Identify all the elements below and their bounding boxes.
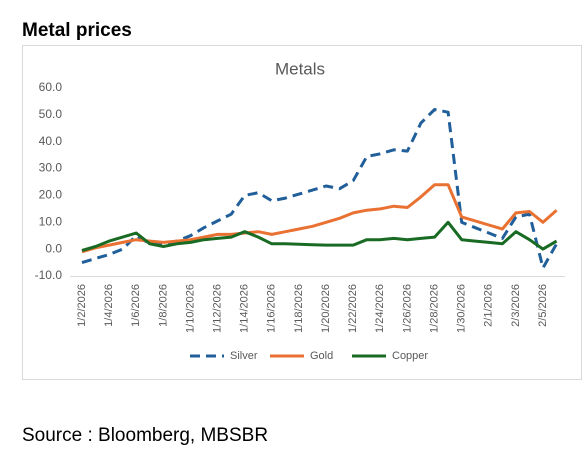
line-series xyxy=(81,220,558,252)
x-tick-label: 1/12/2026 xyxy=(212,284,224,333)
y-tick-label: 30.0 xyxy=(39,161,63,175)
legend-label: Gold xyxy=(310,350,333,362)
x-tick-label: 1/16/2026 xyxy=(266,284,278,333)
x-tick-label: 1/28/2026 xyxy=(428,284,440,333)
legend-label: Silver xyxy=(230,350,258,362)
y-tick-label: 60.0 xyxy=(39,80,63,94)
line-series xyxy=(81,183,558,254)
y-tick-label: 40.0 xyxy=(39,134,63,148)
x-tick-label: 2/1/2026 xyxy=(483,284,495,327)
x-tick-label: 1/26/2026 xyxy=(401,284,413,333)
x-tick-label: 1/30/2026 xyxy=(456,284,468,333)
x-tick-label: 1/8/2026 xyxy=(157,284,169,327)
x-tick-label: 1/22/2026 xyxy=(347,284,359,333)
x-tick-label: 1/4/2026 xyxy=(103,284,115,327)
y-tick-label: 0.0 xyxy=(45,241,62,255)
line-series xyxy=(81,108,558,270)
legend-label: Copper xyxy=(392,350,428,362)
x-tick-label: 2/5/2026 xyxy=(537,284,549,327)
x-tick-label: 1/10/2026 xyxy=(184,284,196,333)
x-tick-label: 1/24/2026 xyxy=(374,284,386,333)
x-tick-label: 1/6/2026 xyxy=(130,284,142,327)
x-tick-label: 1/18/2026 xyxy=(293,284,305,333)
y-tick-label: 20.0 xyxy=(39,188,63,202)
y-tick-label: 50.0 xyxy=(39,107,63,121)
chart-frame xyxy=(22,45,582,380)
x-tick-label: 1/14/2026 xyxy=(239,284,251,333)
x-tick-label: 1/2/2026 xyxy=(76,284,88,327)
x-tick-label: 1/20/2026 xyxy=(320,284,332,333)
y-tick-label: 10.0 xyxy=(39,214,63,228)
source: Source : Bloomberg, MBSBR xyxy=(22,425,268,446)
heading: Metal prices xyxy=(22,20,132,41)
x-tick-label: 2/3/2026 xyxy=(510,284,522,327)
chart-title: Metals xyxy=(275,59,325,78)
y-tick-label: -10.0 xyxy=(35,268,63,282)
